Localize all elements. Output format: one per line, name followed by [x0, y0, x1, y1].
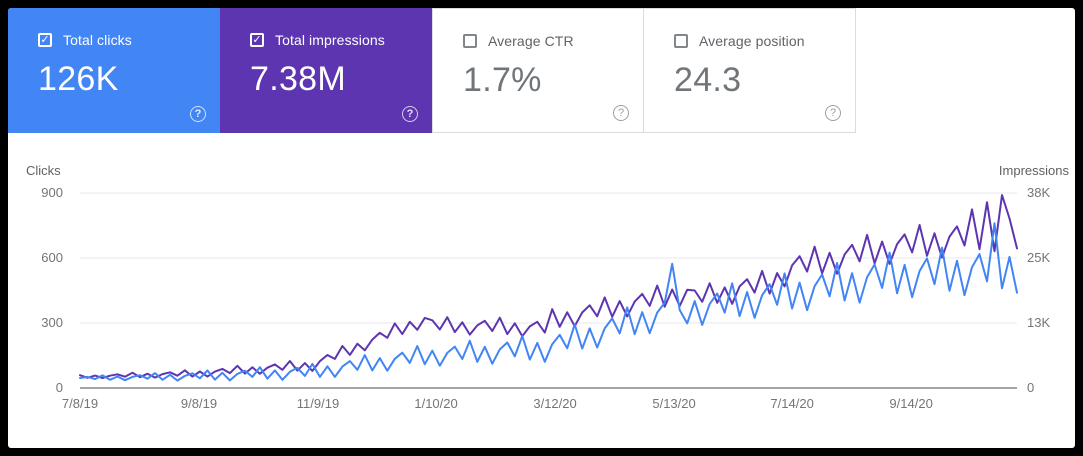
x-axis-tick: 9/8/19 [180, 396, 218, 411]
card-value: 126K [38, 60, 119, 98]
checkbox-unchecked-icon[interactable] [463, 34, 477, 48]
card-label: Total impressions [275, 32, 385, 48]
right-axis-tick: 25K [1027, 250, 1051, 265]
x-axis-tick: 11/9/19 [296, 396, 340, 411]
help-icon[interactable]: ? [190, 106, 206, 122]
card-average-ctr[interactable]: Average CTR 1.7% ? [432, 8, 644, 133]
x-axis-tick: 3/12/20 [533, 396, 577, 411]
card-checkbox-row: Average position [674, 33, 855, 49]
right-axis-tick: 38K [1027, 185, 1051, 200]
help-icon[interactable]: ? [402, 106, 418, 122]
card-checkbox-row: Average CTR [463, 33, 643, 49]
card-average-position[interactable]: Average position 24.3 ? [644, 8, 856, 133]
card-checkbox-row: ✓ Total impressions [250, 32, 432, 48]
card-total-clicks[interactable]: ✓ Total clicks 126K ? [8, 8, 220, 133]
checkbox-unchecked-icon[interactable] [674, 34, 688, 48]
card-value: 24.3 [674, 61, 742, 99]
chart-svg [79, 192, 1018, 389]
right-axis-tick: 13K [1027, 315, 1051, 330]
card-value: 1.7% [463, 61, 542, 99]
x-axis-tick: 5/13/20 [652, 396, 696, 411]
left-axis-tick: 300 [41, 315, 63, 330]
help-icon[interactable]: ? [825, 105, 841, 121]
metric-cards-row: ✓ Total clicks 126K ? ✓ Total impression… [8, 8, 856, 133]
x-axis-tick: 9/14/20 [889, 396, 933, 411]
card-label: Average CTR [488, 33, 574, 49]
left-axis-tick: 0 [55, 380, 63, 395]
checkbox-checked-icon[interactable]: ✓ [250, 33, 264, 47]
help-icon[interactable]: ? [613, 105, 629, 121]
x-axis-tick: 7/8/19 [61, 396, 99, 411]
right-axis-tick: 0 [1027, 380, 1035, 395]
card-checkbox-row: ✓ Total clicks [38, 32, 220, 48]
x-axis-tick: 1/10/20 [414, 396, 458, 411]
checkbox-checked-icon[interactable]: ✓ [38, 33, 52, 47]
left-axis-tick: 600 [41, 250, 63, 265]
left-axis-tick: 900 [41, 185, 63, 200]
card-label: Total clicks [63, 32, 132, 48]
card-value: 7.38M [250, 60, 346, 98]
performance-panel: ✓ Total clicks 126K ? ✓ Total impression… [8, 8, 1075, 448]
left-axis-title: Clicks [26, 163, 61, 178]
card-label: Average position [699, 33, 805, 49]
right-axis-title: Impressions [998, 163, 1069, 178]
x-axis-tick: 7/14/20 [770, 396, 814, 411]
performance-chart: Clicks Impressions 900 600 300 0 38K 25K… [8, 155, 1075, 430]
card-total-impressions[interactable]: ✓ Total impressions 7.38M ? [220, 8, 432, 133]
